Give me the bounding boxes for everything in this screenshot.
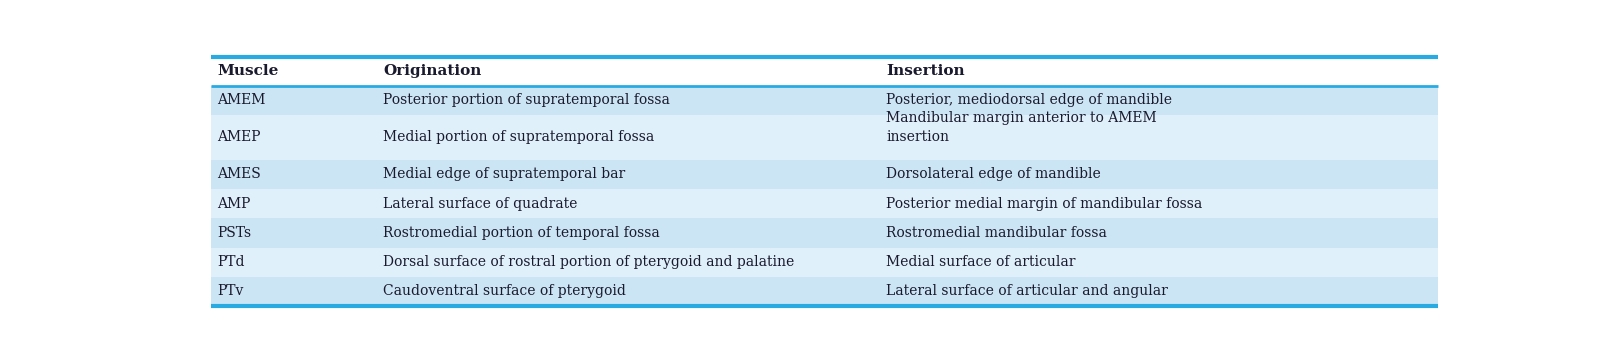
Text: Posterior portion of supratemporal fossa: Posterior portion of supratemporal fossa [383, 93, 669, 107]
Text: Dorsolateral edge of mandible: Dorsolateral edge of mandible [887, 167, 1101, 181]
Bar [211, 277, 1438, 306]
Text: Dorsal surface of rostral portion of pterygoid and palatine: Dorsal surface of rostral portion of pte… [383, 255, 795, 269]
Bar [211, 86, 1438, 115]
Text: AMEP: AMEP [217, 130, 261, 144]
Text: AMP: AMP [217, 197, 251, 211]
Bar [211, 57, 1438, 86]
Text: AMES: AMES [217, 167, 261, 181]
Text: Rostromedial portion of temporal fossa: Rostromedial portion of temporal fossa [383, 226, 660, 240]
Text: Rostromedial mandibular fossa: Rostromedial mandibular fossa [887, 226, 1107, 240]
Bar [211, 160, 1438, 189]
Text: Caudoventral surface of pterygoid: Caudoventral surface of pterygoid [383, 284, 626, 298]
Text: PSTs: PSTs [217, 226, 251, 240]
Text: Posterior, mediodorsal edge of mandible: Posterior, mediodorsal edge of mandible [887, 93, 1171, 107]
Text: PTv: PTv [217, 284, 243, 298]
Text: Lateral surface of articular and angular: Lateral surface of articular and angular [887, 284, 1168, 298]
Text: Mandibular margin anterior to AMEM
insertion: Mandibular margin anterior to AMEM inser… [887, 111, 1157, 144]
Text: Posterior medial margin of mandibular fossa: Posterior medial margin of mandibular fo… [887, 197, 1202, 211]
Bar [211, 189, 1438, 218]
Text: Muscle: Muscle [217, 64, 278, 78]
Text: Insertion: Insertion [887, 64, 965, 78]
Text: Medial edge of supratemporal bar: Medial edge of supratemporal bar [383, 167, 626, 181]
Bar [211, 218, 1438, 247]
Text: PTd: PTd [217, 255, 245, 269]
Text: AMEM: AMEM [217, 93, 265, 107]
Text: Lateral surface of quadrate: Lateral surface of quadrate [383, 197, 578, 211]
Text: Origination: Origination [383, 64, 481, 78]
Text: Medial portion of supratemporal fossa: Medial portion of supratemporal fossa [383, 130, 655, 144]
Bar [211, 247, 1438, 277]
Text: Medial surface of articular: Medial surface of articular [887, 255, 1075, 269]
Bar [211, 115, 1438, 160]
